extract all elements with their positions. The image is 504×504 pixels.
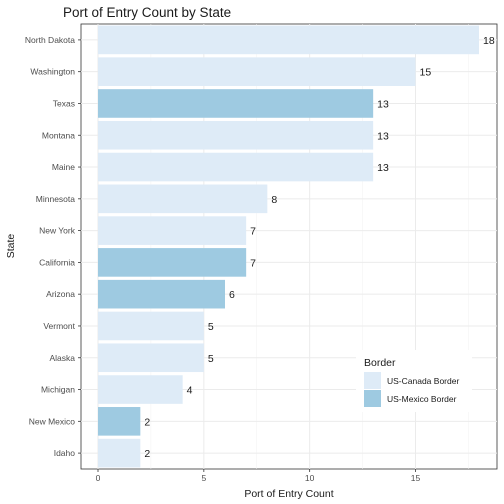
y-tick-label: Texas	[53, 98, 75, 108]
legend-entry-label: US-Mexico Border	[387, 394, 457, 404]
data-label: 2	[144, 448, 150, 460]
data-label: 5	[208, 321, 214, 333]
y-tick-label: Michigan	[41, 385, 75, 395]
data-label: 4	[187, 385, 193, 397]
data-label: 13	[377, 162, 389, 174]
data-label: 13	[377, 98, 389, 110]
data-label: 15	[420, 67, 432, 79]
x-tick-label: 15	[411, 473, 421, 483]
bar	[98, 25, 479, 55]
bar	[98, 407, 141, 436]
data-label: 18	[483, 35, 495, 47]
y-tick-label: Montana	[42, 130, 75, 140]
y-tick-label: Maine	[52, 162, 75, 172]
y-axis-title: State	[5, 234, 17, 259]
x-tick-label: 10	[305, 473, 315, 483]
y-tick-label: North Dakota	[25, 35, 75, 45]
y-tick-label: Idaho	[54, 448, 76, 458]
data-label: 5	[208, 353, 214, 365]
bar	[98, 343, 204, 373]
y-tick-label: Vermont	[43, 321, 75, 331]
chart-title: Port of Entry Count by State	[63, 5, 231, 20]
bar	[98, 279, 225, 309]
data-label: 7	[250, 226, 256, 238]
legend-title: Border	[364, 357, 396, 369]
bar	[98, 152, 374, 182]
y-tick-label: California	[39, 257, 75, 267]
bar	[98, 184, 268, 214]
bar	[98, 438, 141, 468]
bar	[98, 311, 204, 341]
x-tick-label: 5	[201, 473, 206, 483]
legend-entry-label: US-Canada Border	[387, 376, 459, 386]
bar	[98, 120, 374, 150]
plot-panel: 0 5 10 15 North Dakota Washington Texas Montana…	[25, 23, 498, 483]
bar	[98, 375, 183, 404]
y-tick-label: New York	[39, 226, 76, 236]
legend-swatch	[364, 390, 381, 407]
legend-swatch	[364, 372, 381, 389]
data-label: 2	[144, 416, 150, 428]
bar	[98, 216, 247, 245]
data-label: 7	[250, 257, 256, 269]
x-tick-label: 0	[96, 473, 101, 483]
y-tick-label: New Mexico	[29, 416, 76, 426]
data-label: 6	[229, 289, 235, 301]
y-tick-label: Alaska	[49, 353, 75, 363]
bar	[98, 248, 247, 277]
legend: Border US-Canada Border US-Mexico Border	[356, 350, 472, 412]
x-axis-title: Port of Entry Count	[244, 488, 333, 500]
data-label: 13	[377, 130, 389, 142]
bar	[98, 57, 416, 86]
y-tick-label: Washington	[30, 67, 75, 77]
y-tick-label: Minnesota	[36, 194, 75, 204]
y-tick-label: Arizona	[46, 289, 75, 299]
data-label: 8	[271, 194, 277, 206]
bar	[98, 89, 374, 118]
